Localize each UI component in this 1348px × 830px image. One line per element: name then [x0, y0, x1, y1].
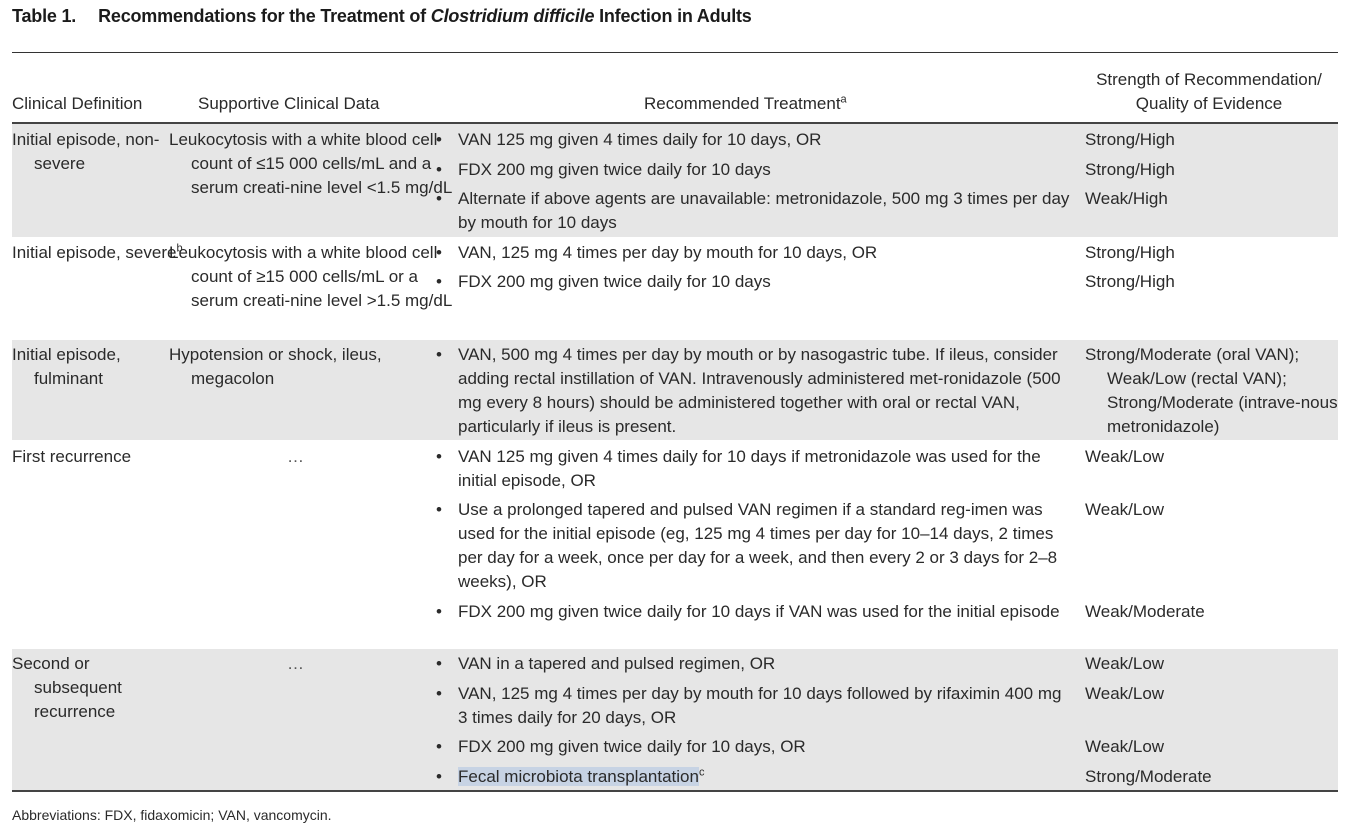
treatment-text: Alternate if above agents are unavailabl…	[458, 189, 1070, 232]
definition-text: Initial episode, severe	[12, 243, 177, 262]
bullet-icon: •	[436, 189, 442, 208]
bullet-icon: •	[436, 654, 442, 673]
strength-value: Weak/Low	[1085, 684, 1165, 703]
header-strength-line1: Strength of Recommendation/	[1096, 70, 1322, 89]
strength-value: Weak/Low	[1085, 500, 1165, 519]
treatment-item: • VAN, 125 mg 4 times per day by mouth fo…	[435, 241, 1075, 265]
treatment-text: VAN, 500 mg 4 times per day by mouth or …	[458, 345, 1061, 436]
treatment-text: VAN, 125 mg 4 times per day by mouth for…	[458, 243, 878, 262]
table-row: Initial episode, non-severe Leukocytosis…	[12, 124, 1338, 238]
bullet-icon: •	[436, 767, 442, 786]
bottom-rule	[12, 790, 1338, 792]
bullet-icon: •	[436, 737, 442, 756]
strength-value: Weak/Low	[1085, 447, 1165, 466]
title-prefix: Recommendations for the Treatment of	[98, 6, 426, 26]
treatment-item: • VAN in a tapered and pulsed regimen, OR	[435, 652, 1075, 676]
bullet-icon: •	[436, 684, 442, 703]
treatment-item: • FDX 200 mg given twice daily for 10 day…	[435, 158, 1075, 182]
strength-value: Strong/High	[1085, 130, 1175, 149]
strength-value: Strong/High	[1085, 272, 1175, 291]
strength-value: Weak/Low	[1085, 654, 1165, 673]
abbreviations-footnote: Abbreviations: FDX, fidaxomicin; VAN, va…	[12, 807, 332, 823]
treatment-item: • Use a prolonged tapered and pulsed VAN …	[435, 498, 1075, 594]
treatment-item: • VAN, 125 mg 4 times per day by mouth fo…	[435, 682, 1075, 730]
treatment-item: • VAN, 500 mg 4 times per day by mouth or…	[435, 343, 1075, 439]
definition-cell: Initial episode, severeb	[12, 241, 189, 265]
treatment-text: Use a prolonged tapered and pulsed VAN r…	[458, 500, 1058, 591]
bullet-icon: •	[436, 447, 442, 466]
treatment-text: VAN 125 mg given 4 times daily for 10 da…	[458, 447, 1041, 490]
bullet-icon: •	[436, 272, 442, 291]
supportive-cell: Leukocytosis with a white blood cell cou…	[169, 243, 453, 310]
bullet-icon: •	[436, 160, 442, 179]
treatment-item: • VAN 125 mg given 4 times daily for 10 d…	[435, 128, 1075, 152]
table-row: Initial episode, fulminant Hypotension o…	[12, 340, 1338, 440]
treatment-text: FDX 200 mg given twice daily for 10 days	[458, 272, 771, 291]
table-row: Initial episode, severeb Leukocytosis wi…	[12, 238, 1338, 340]
strength-value: Strong/High	[1085, 160, 1175, 179]
bullet-icon: •	[436, 500, 442, 519]
treatment-text-highlighted[interactable]: Fecal microbiota transplantationc	[435, 765, 1075, 789]
treatment-text: FDX 200 mg given twice daily for 10 days	[458, 160, 771, 179]
bullet-icon: •	[436, 130, 442, 149]
treatment-item: • FDX 200 mg given twice daily for 10 day…	[435, 735, 1075, 759]
treatment-item: • Alternate if above agents are unavailab…	[435, 187, 1075, 235]
definition-sup: b	[176, 242, 183, 255]
treatment-text: VAN in a tapered and pulsed regimen, OR	[458, 654, 776, 673]
treatment-sup: c	[698, 766, 705, 779]
definition-cell: Initial episode, non-severe	[12, 130, 160, 173]
strength-value: Strong/Moderate (oral VAN); Weak/Low (re…	[1085, 345, 1338, 436]
supportive-cell: …	[287, 654, 304, 673]
treatment-item: • FDX 200 mg given twice daily for 10 day…	[435, 600, 1075, 624]
treatment-item: • VAN 125 mg given 4 times daily for 10 d…	[435, 445, 1075, 493]
header-rule	[12, 122, 1338, 124]
supportive-cell: Hypotension or shock, ileus, megacolon	[169, 345, 382, 388]
title-suffix: Infection in Adults	[599, 6, 752, 26]
strength-value: Weak/Low	[1085, 737, 1165, 756]
supportive-cell: Leukocytosis with a white blood cell cou…	[169, 130, 453, 197]
table-title: Table 1. Recommendations for the Treatmen…	[12, 6, 752, 27]
treatment-text: FDX 200 mg given twice daily for 10 days…	[458, 737, 806, 756]
treatment-text: VAN, 125 mg 4 times per day by mouth for…	[458, 684, 1062, 727]
table-row: First recurrence … • VAN 125 mg given 4 t…	[12, 441, 1338, 649]
supportive-cell: …	[287, 447, 304, 466]
header-supportive-data: Supportive Clinical Data	[198, 94, 380, 113]
header-treatment-sup: a	[840, 93, 847, 106]
definition-cell: Initial episode, fulminant	[12, 345, 121, 388]
top-rule	[12, 52, 1338, 53]
header-treatment: Recommended Treatmenta	[644, 92, 847, 116]
header-clinical-definition: Clinical Definition	[12, 94, 143, 113]
strength-value: Strong/High	[1085, 243, 1175, 262]
table-number: Table 1.	[12, 6, 77, 26]
bullet-icon: •	[436, 602, 442, 621]
bullet-icon: •	[436, 243, 442, 262]
table-row: Second or subsequent recurrence … • VAN i…	[12, 649, 1338, 790]
definition-cell: First recurrence	[12, 447, 132, 466]
treatment-text: VAN 125 mg given 4 times daily for 10 da…	[458, 130, 822, 149]
treatment-item: • FDX 200 mg given twice daily for 10 day…	[435, 270, 1075, 294]
title-organism: Clostridium difficile	[430, 6, 595, 26]
treatment-item: • Fecal microbiota transplantationc	[435, 765, 1075, 789]
definition-cell: Second or subsequent recurrence	[12, 654, 122, 721]
bullet-icon: •	[436, 345, 442, 364]
header-treatment-label: Recommended Treatment	[644, 94, 841, 113]
header-strength-line2: Quality of Evidence	[1135, 94, 1283, 113]
selected-text[interactable]: Fecal microbiota transplantation	[458, 767, 699, 786]
strength-value: Weak/High	[1085, 189, 1168, 208]
strength-value: Strong/Moderate	[1085, 767, 1212, 786]
header-strength: Strength of Recommendation/ Quality of E…	[1080, 68, 1338, 116]
strength-value: Weak/Moderate	[1085, 602, 1205, 621]
treatment-text: FDX 200 mg given twice daily for 10 days…	[458, 602, 1060, 621]
